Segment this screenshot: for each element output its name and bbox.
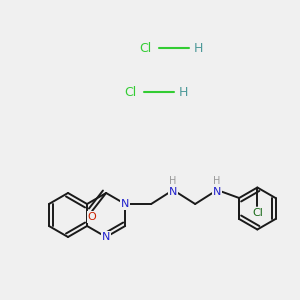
Text: N: N: [169, 187, 177, 197]
Text: H: H: [214, 176, 221, 186]
Text: Cl: Cl: [124, 85, 136, 98]
Text: N: N: [121, 199, 129, 209]
Text: N: N: [102, 232, 110, 242]
Text: H: H: [178, 85, 188, 98]
Text: H: H: [193, 41, 203, 55]
Text: Cl: Cl: [139, 41, 151, 55]
Text: O: O: [88, 212, 97, 222]
Text: H: H: [169, 176, 177, 186]
Text: Cl: Cl: [252, 208, 263, 218]
Text: N: N: [213, 187, 221, 197]
